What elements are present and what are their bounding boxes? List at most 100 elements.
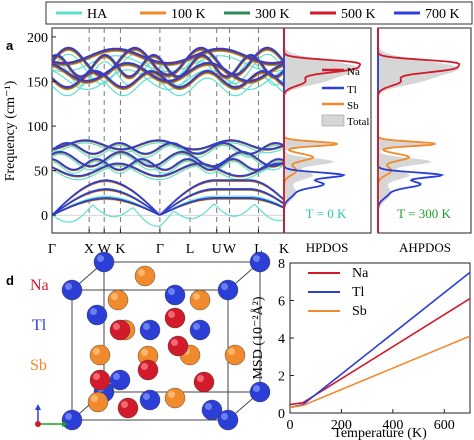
msd-ytick-1: 2 xyxy=(278,370,285,385)
msd-ytick-3: 6 xyxy=(278,295,285,310)
msd-y-axis-label: MSD (10⁻²Å²) xyxy=(250,296,266,379)
atom xyxy=(249,251,271,273)
msd-x-axis-label: Temperature (K) xyxy=(333,426,427,440)
atom xyxy=(139,319,161,341)
atom xyxy=(109,319,131,341)
atom xyxy=(217,409,239,431)
dispersion-ytick-2: 100 xyxy=(27,120,48,135)
msd-xtick-2: 400 xyxy=(382,418,403,433)
band-4-8 xyxy=(51,157,285,171)
atom xyxy=(87,391,109,413)
ahpdos-panel: AHPDOS T = 300 K xyxy=(377,27,472,255)
atom xyxy=(89,344,111,366)
msd-ytick-4: 8 xyxy=(278,257,285,272)
band-4-9 xyxy=(51,162,285,177)
atom xyxy=(217,279,239,301)
msd-legend-label-na: Na xyxy=(352,266,369,281)
atom xyxy=(164,387,186,409)
dos-legend-label-sb: Sb xyxy=(347,100,359,112)
atom xyxy=(134,265,156,287)
dos-total-b-content xyxy=(284,28,360,233)
legend-label-3: 500 K xyxy=(341,7,376,22)
atom-label-tl: Tl xyxy=(32,317,47,334)
dispersion-series-700-k xyxy=(51,46,285,216)
dispersion-xtick-0: Γ xyxy=(48,242,56,257)
dispersion-xtick-6: U xyxy=(212,242,222,257)
dispersion-xtick-3: K xyxy=(115,242,125,257)
atom xyxy=(86,304,108,326)
msd-legend-label-sb: Sb xyxy=(352,304,367,319)
hpdos-panel: Na Tl Sb Total HPDOS T = 0 K xyxy=(283,27,372,255)
crystal-structure: Na Tl Sb xyxy=(30,251,271,431)
atom xyxy=(139,389,161,411)
msd-ytick-2: 4 xyxy=(278,332,285,347)
legend-label-2: 300 K xyxy=(255,7,290,22)
msd-legend-label-tl: Tl xyxy=(352,285,365,300)
legend-label-1: 100 K xyxy=(171,7,206,22)
hpdos-x-label: HPDOS xyxy=(306,240,349,255)
atom xyxy=(89,369,111,391)
atom-label-sb: Sb xyxy=(30,357,47,374)
msd-xtick-3: 600 xyxy=(434,418,455,433)
panel-label-d: d xyxy=(6,273,14,288)
band-4-7 xyxy=(51,150,285,167)
dos-legend-swatch-total xyxy=(321,114,345,127)
dispersion-xtick-9: K xyxy=(279,242,289,257)
msd-ytick-0: 0 xyxy=(278,407,285,422)
atom xyxy=(117,397,139,419)
ahpdos-temperature-annotation: T = 300 K xyxy=(397,206,451,221)
msd-xtick-1: 200 xyxy=(331,418,352,433)
acoustic-band-4-1 xyxy=(51,188,285,216)
legend-label-0: HA xyxy=(87,7,108,22)
dispersion-ytick-4: 200 xyxy=(27,31,48,46)
atom xyxy=(164,284,186,306)
dos-total-c-content xyxy=(378,28,459,233)
atom xyxy=(189,289,211,311)
atom xyxy=(193,371,215,393)
hpdos-temperature-annotation: T = 0 K xyxy=(306,206,347,221)
atom xyxy=(61,409,83,431)
dispersion-xtick-5: L xyxy=(186,242,195,257)
dos-na-c-content xyxy=(377,28,461,233)
atom xyxy=(224,344,246,366)
dispersion-xtick-8: L xyxy=(254,242,263,257)
atom xyxy=(109,369,131,391)
dos-legend-label-na: Na xyxy=(347,66,360,78)
panel-label-a: a xyxy=(6,38,14,53)
atom xyxy=(189,319,211,341)
band-0-3 xyxy=(51,77,285,97)
band-4-5 xyxy=(51,139,285,150)
atom xyxy=(249,381,271,403)
msd-xtick-0: 0 xyxy=(287,418,294,433)
atom xyxy=(167,335,189,357)
dispersion-ytick-1: 50 xyxy=(34,165,48,180)
dos-legend-label-tl: Tl xyxy=(347,84,357,96)
acoustic-band-0-2 xyxy=(51,203,285,227)
dispersion-xtick-1: X xyxy=(84,242,94,257)
atom xyxy=(164,307,186,329)
band-4-1 xyxy=(51,53,285,77)
legend: HA 100 K 300 K 500 K 700 K xyxy=(45,1,473,25)
band-4-3 xyxy=(51,69,285,88)
atom xyxy=(107,289,129,311)
dispersion-ytick-0: 0 xyxy=(41,209,48,224)
dispersion-xtick-7: W xyxy=(223,242,237,257)
band-0-6 xyxy=(51,144,285,158)
atom xyxy=(61,279,83,301)
band-0-8 xyxy=(51,160,285,174)
atom xyxy=(137,359,159,381)
acoustic-band-4-0 xyxy=(51,179,285,216)
msd-series-na xyxy=(289,297,471,406)
legend-label-4: 700 K xyxy=(425,7,460,22)
axis-triad-icon xyxy=(35,404,68,427)
atom-label-na: Na xyxy=(30,277,49,294)
dispersion-ytick-3: 150 xyxy=(27,75,48,90)
atom xyxy=(93,251,115,273)
msd-panel: 0 200 400 600 0 2 4 6 8 Na Tl Sb Temperature (K) MS… xyxy=(250,257,471,440)
ahpdos-x-label: AHPDOS xyxy=(399,240,451,255)
band-4-4 xyxy=(51,47,285,64)
dos-legend-label-total: Total xyxy=(347,116,369,128)
dos-na-b-content xyxy=(283,28,362,233)
